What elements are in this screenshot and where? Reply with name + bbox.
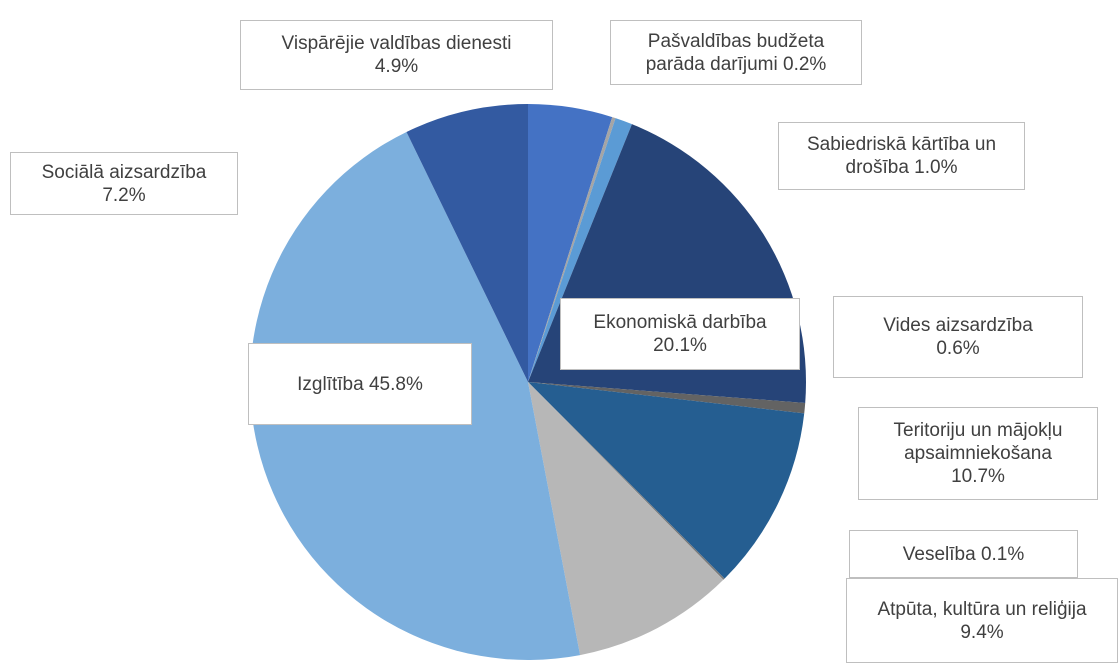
pie-slice: [528, 117, 616, 382]
label-text: Sociālā aizsardzība 7.2%: [42, 161, 207, 207]
category-name: Atpūta, kultūra un reliģija: [877, 598, 1087, 620]
pie-slice: [406, 104, 528, 382]
pie-slice: [528, 382, 724, 656]
value-label: 4.9%: [374, 56, 419, 77]
category-name: Vides aizsardzība: [883, 315, 1033, 336]
pie-slice: [528, 382, 806, 414]
data-label: Vides aizsardzība 0.6%: [833, 296, 1083, 378]
pie-slice: [528, 104, 613, 382]
value-label: 0.1%: [980, 543, 1025, 565]
pie-slice: [528, 382, 805, 579]
category-name: Vispārējie valdības dienesti: [281, 33, 512, 54]
value-label: 10.7%: [951, 466, 1005, 487]
value-label: 9.4%: [960, 621, 1004, 643]
data-label: Ekonomiskā darbība 20.1%: [560, 298, 800, 370]
value-label: 0.6%: [936, 338, 980, 359]
value-label: 20.1%: [653, 335, 707, 356]
data-label: Sociālā aizsardzība 7.2%: [10, 152, 238, 215]
value-label: 0.2%: [783, 53, 827, 75]
data-label: Teritoriju un mājokļu apsaimniekošana 10.…: [858, 407, 1098, 500]
pie-slice: [528, 118, 632, 382]
label-text: Veselība 0.1%: [903, 543, 1025, 566]
data-label: Pašvaldības budžeta parāda darījumi 0.2%: [610, 20, 862, 85]
category-name: Ekonomiskā darbība: [593, 312, 767, 333]
data-label: Izglītība 45.8%: [248, 343, 472, 425]
category-name: Teritoriju un mājokļu apsaimniekošana: [893, 420, 1063, 464]
category-name: Sabiedriskā kārtība un drošība: [806, 134, 997, 178]
category-name: Izglītība: [297, 373, 364, 395]
value-label: 45.8%: [368, 373, 423, 395]
pie-slice: [528, 382, 725, 580]
label-text: Sabiedriskā kārtība un drošība 1.0%: [785, 133, 1018, 179]
data-label: Sabiedriskā kārtība un drošība 1.0%: [778, 122, 1025, 190]
label-text: Pašvaldības budžeta parāda darījumi 0.2%: [617, 30, 855, 76]
category-name: Veselība: [902, 543, 976, 565]
label-text: Izglītība 45.8%: [297, 373, 423, 396]
label-text: Atpūta, kultūra un reliģija 9.4%: [877, 598, 1086, 644]
data-label: Vispārējie valdības dienesti 4.9%: [240, 20, 553, 90]
category-name: Sociālā aizsardzība: [41, 161, 207, 183]
data-label: Atpūta, kultūra un reliģija 9.4%: [846, 578, 1118, 663]
value-label: 1.0%: [914, 157, 958, 178]
label-text: Vides aizsardzība 0.6%: [883, 314, 1033, 360]
label-text: Vispārējie valdības dienesti 4.9%: [282, 32, 512, 78]
data-label: Veselība 0.1%: [849, 530, 1078, 578]
label-text: Teritoriju un mājokļu apsaimniekošana 10.…: [865, 419, 1091, 488]
label-text: Ekonomiskā darbība 20.1%: [593, 311, 766, 357]
value-label: 7.2%: [102, 184, 146, 206]
category-name: Pašvaldības budžeta parāda darījumi: [645, 30, 825, 75]
